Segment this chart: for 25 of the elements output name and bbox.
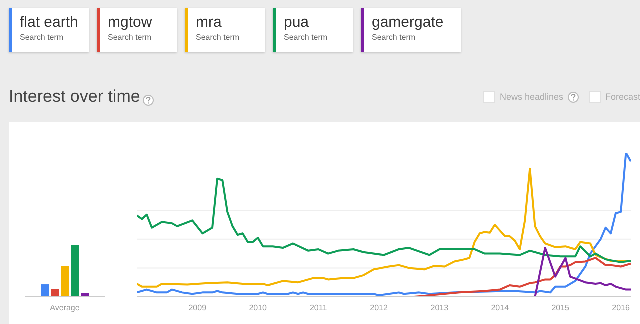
x-tick-label: 2009 <box>188 304 208 313</box>
text: Search term <box>284 33 328 42</box>
chart-title: Interest over time <box>9 87 140 107</box>
text: Search term <box>196 33 240 42</box>
legend-title: Search term <box>108 32 153 44</box>
x-tick-label: 2015 <box>552 304 570 313</box>
bar <box>51 289 59 297</box>
x-tick-label: 2016 <box>612 304 631 313</box>
text: Search term <box>372 33 416 42</box>
legend-label: pua <box>284 14 310 32</box>
bar <box>61 266 69 297</box>
x-tick-label: Average <box>50 304 80 313</box>
legend-label: mra <box>196 14 223 32</box>
legend-label: flat earth <box>20 14 80 32</box>
text: News headlines <box>500 92 564 102</box>
x-tick-label: 2012 <box>370 304 388 313</box>
legend-label: mgtow <box>108 14 154 32</box>
x-tick-label: 2010 <box>249 304 268 313</box>
x-tick-label: 2013 <box>430 304 450 313</box>
bar <box>71 245 79 297</box>
x-tick-label: 2011 <box>310 304 328 313</box>
x-tick-label: 2014 <box>491 304 510 313</box>
text: Search term <box>20 33 64 42</box>
legend-label: gamergate <box>372 14 445 32</box>
bar <box>41 284 49 297</box>
